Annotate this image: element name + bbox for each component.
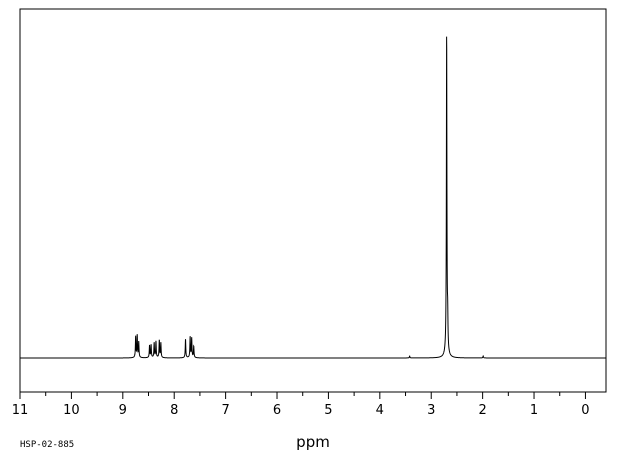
x-axis-tick-labels: 11 10 9 8 7 6 5 4 3 2 1 0 — [12, 403, 590, 418]
x-tick-label: 5 — [324, 403, 332, 418]
x-tick-label: 6 — [273, 403, 281, 418]
x-axis-title: ppm — [296, 433, 330, 451]
plot-frame — [19, 8, 607, 393]
sample-code-label: HSP-02-885 — [20, 440, 74, 450]
x-tick-label: 8 — [170, 403, 178, 418]
x-tick-label: 3 — [427, 403, 435, 418]
x-axis-ticks — [19, 392, 586, 399]
x-tick-label: 1 — [530, 403, 538, 418]
x-tick-label: 10 — [63, 403, 80, 418]
spectrum-trace — [20, 36, 606, 359]
x-tick-label: 0 — [581, 403, 589, 418]
x-tick-label: 11 — [12, 403, 29, 418]
x-tick-label: 9 — [119, 403, 127, 418]
x-tick-label: 2 — [478, 403, 486, 418]
x-tick-label: 4 — [376, 403, 384, 418]
x-tick-label: 7 — [221, 403, 229, 418]
